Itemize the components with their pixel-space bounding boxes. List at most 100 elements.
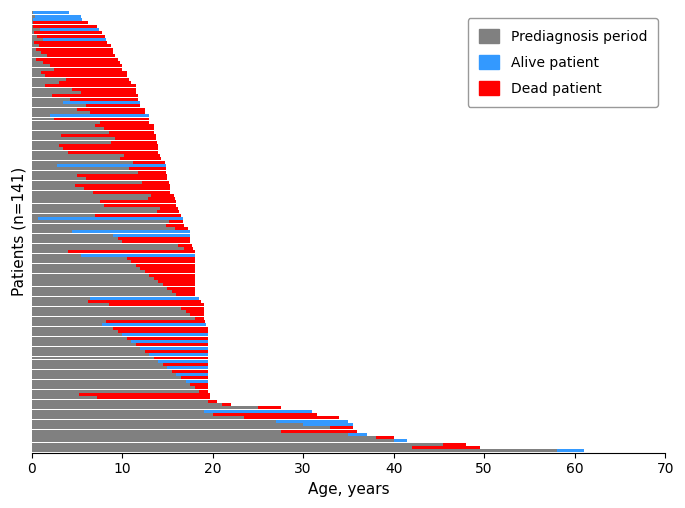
Bar — [32, 220, 169, 224]
Bar — [32, 350, 145, 353]
Bar — [32, 128, 104, 131]
Bar — [375, 436, 394, 439]
Bar — [132, 260, 195, 263]
Bar — [32, 174, 77, 177]
Bar — [36, 48, 113, 51]
Bar — [32, 400, 208, 403]
Bar — [32, 81, 59, 84]
Bar — [99, 201, 177, 204]
Bar — [32, 330, 118, 333]
Bar — [177, 294, 195, 297]
Bar — [32, 48, 36, 51]
Bar — [32, 290, 172, 293]
Bar — [32, 151, 68, 154]
Bar — [32, 204, 104, 207]
Bar — [32, 337, 127, 339]
Bar — [32, 21, 34, 24]
Bar — [45, 84, 136, 87]
Bar — [122, 333, 208, 336]
Bar — [115, 138, 155, 140]
Bar — [32, 307, 181, 310]
Bar — [178, 244, 192, 246]
Bar — [32, 433, 349, 436]
Bar — [32, 214, 95, 217]
Bar — [203, 409, 312, 412]
Bar — [77, 108, 145, 111]
Bar — [208, 400, 217, 403]
Bar — [32, 194, 151, 197]
Bar — [32, 124, 95, 127]
Bar — [167, 366, 208, 369]
Bar — [32, 161, 133, 164]
Bar — [82, 91, 136, 94]
Bar — [195, 387, 208, 389]
Bar — [79, 393, 210, 396]
Bar — [154, 357, 208, 360]
Bar — [32, 327, 113, 330]
Bar — [394, 439, 407, 442]
Bar — [43, 61, 121, 64]
Bar — [95, 124, 154, 127]
Bar — [32, 273, 149, 276]
Bar — [32, 406, 258, 409]
Bar — [32, 144, 59, 147]
Bar — [32, 157, 121, 161]
Bar — [32, 224, 166, 227]
Bar — [68, 151, 158, 154]
Bar — [32, 180, 142, 183]
Bar — [32, 51, 40, 54]
Bar — [32, 41, 34, 44]
Bar — [154, 277, 195, 280]
Bar — [32, 87, 73, 90]
Bar — [32, 360, 158, 363]
Bar — [32, 363, 163, 366]
Bar — [84, 187, 170, 190]
Bar — [45, 74, 127, 77]
Bar — [32, 24, 34, 27]
Bar — [32, 45, 39, 47]
Bar — [34, 21, 88, 24]
Bar — [133, 161, 164, 164]
Bar — [111, 141, 157, 144]
Bar — [443, 443, 466, 446]
Bar — [32, 409, 203, 412]
Bar — [113, 234, 190, 237]
Bar — [106, 320, 206, 323]
Bar — [138, 171, 166, 174]
Bar — [32, 201, 99, 204]
Bar — [32, 31, 34, 34]
Bar — [32, 343, 136, 346]
Bar — [32, 101, 63, 104]
Bar — [181, 376, 208, 379]
Bar — [199, 390, 208, 393]
Bar — [127, 337, 208, 339]
Bar — [32, 300, 88, 303]
Bar — [82, 253, 195, 257]
Bar — [32, 313, 190, 316]
Bar — [32, 373, 177, 376]
Bar — [32, 164, 57, 167]
Bar — [32, 131, 109, 134]
Bar — [258, 406, 281, 409]
Bar — [32, 227, 175, 230]
Bar — [97, 396, 210, 399]
Bar — [212, 413, 316, 416]
Bar — [127, 257, 195, 260]
Bar — [39, 45, 111, 47]
Bar — [32, 190, 93, 194]
Bar — [32, 207, 160, 210]
Bar — [190, 383, 208, 386]
Bar — [32, 426, 330, 429]
Bar — [104, 204, 177, 207]
Bar — [32, 383, 190, 386]
Bar — [32, 390, 199, 393]
Bar — [32, 35, 37, 38]
Bar — [158, 280, 195, 283]
Bar — [121, 157, 161, 161]
Bar — [32, 387, 195, 389]
Bar — [32, 277, 154, 280]
Bar — [38, 217, 183, 220]
Bar — [32, 353, 149, 356]
Bar — [32, 94, 51, 97]
Bar — [149, 273, 195, 276]
